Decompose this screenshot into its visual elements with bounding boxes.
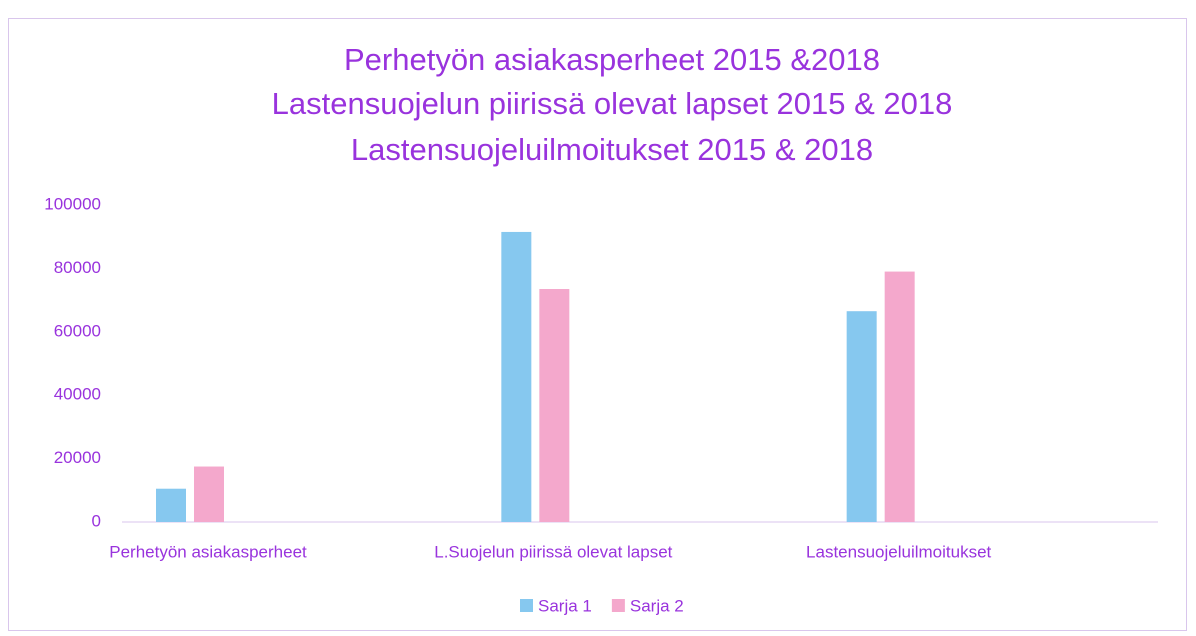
x-tick-label: L.Suojelun piirissä olevat lapset — [434, 542, 672, 561]
y-tick-label: 60000 — [54, 321, 101, 340]
legend-label: Sarja 1 — [538, 596, 592, 615]
bar — [539, 289, 570, 522]
chart-title: Lastensuojeluilmoitukset 2015 & 2018 — [351, 132, 873, 167]
chart-title: Perhetyön asiakasperheet 2015 &2018 — [344, 42, 880, 77]
legend-swatch — [611, 599, 625, 612]
chart-title: Lastensuojelun piirissä olevat lapset 20… — [272, 86, 953, 121]
legend-swatch — [520, 599, 533, 612]
bar — [156, 488, 186, 522]
bar — [846, 311, 877, 522]
x-tick-label: Lastensuojeluilmoitukset — [806, 542, 991, 561]
y-tick-label: 0 — [92, 511, 101, 530]
bar — [884, 271, 915, 522]
y-tick-label: 40000 — [54, 385, 101, 404]
bar — [194, 466, 224, 522]
chart-border — [8, 18, 1187, 631]
y-tick-label: 80000 — [54, 258, 101, 277]
legend-label: Sarja 2 — [630, 596, 684, 615]
y-tick-label: 100000 — [44, 194, 101, 213]
bar — [501, 231, 532, 522]
x-tick-label: Perhetyön asiakasperheet — [109, 542, 307, 561]
y-tick-label: 20000 — [54, 448, 101, 467]
